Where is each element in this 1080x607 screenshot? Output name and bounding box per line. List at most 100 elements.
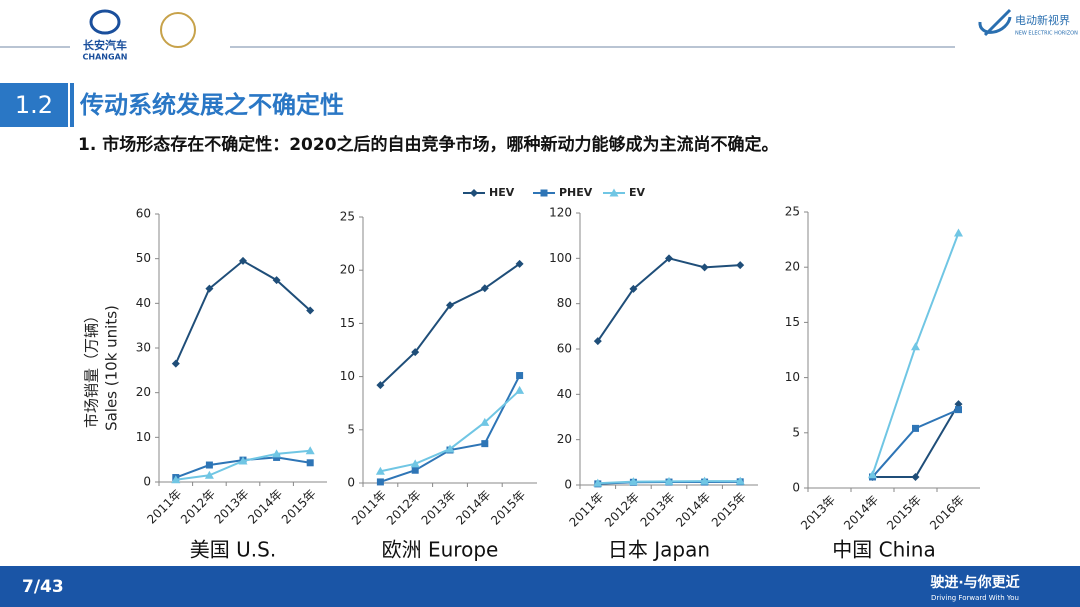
section-bar xyxy=(70,83,74,127)
marker xyxy=(411,348,420,357)
marker xyxy=(736,261,745,270)
marker xyxy=(375,466,385,475)
marker xyxy=(609,188,619,197)
marker xyxy=(516,372,524,380)
media-en: NEW ELECTRIC HORIZON xyxy=(1015,31,1078,37)
y-tick-label: 0 xyxy=(792,481,800,495)
y-tick-label: 80 xyxy=(557,296,572,310)
y-tick-label: 25 xyxy=(340,210,355,224)
media-cn: 电动新视界 xyxy=(1015,13,1070,27)
marker xyxy=(376,478,384,486)
section-box xyxy=(0,83,68,127)
marker xyxy=(735,476,745,485)
y-axis-label: 市场销量（万辆） xyxy=(83,308,101,428)
y-axis-label: Sales (10k units) xyxy=(103,305,121,431)
marker xyxy=(954,400,963,409)
marker xyxy=(664,476,674,485)
legend-label: EV xyxy=(629,186,646,199)
y-tick-label: 20 xyxy=(557,432,572,446)
y-tick-label: 10 xyxy=(340,369,355,383)
y-tick-label: 5 xyxy=(347,422,355,436)
program-logo xyxy=(160,12,196,48)
marker xyxy=(411,466,419,474)
marker xyxy=(272,276,281,285)
marker xyxy=(593,478,603,487)
media-logo xyxy=(978,8,1012,37)
y-tick-label: 20 xyxy=(136,385,151,399)
marker xyxy=(470,189,478,197)
marker xyxy=(955,406,962,414)
marker xyxy=(410,459,420,468)
marker xyxy=(593,337,602,346)
slogan-en: Driving Forward With You xyxy=(931,594,1019,602)
y-tick-label: 60 xyxy=(557,342,572,356)
chart-title: 美国 U.S. xyxy=(190,538,276,562)
y-tick-label: 15 xyxy=(340,316,355,330)
y-tick-label: 5 xyxy=(792,425,800,439)
marker xyxy=(665,254,673,263)
marker xyxy=(205,461,213,469)
y-tick-label: 30 xyxy=(136,341,151,355)
y-tick-label: 25 xyxy=(785,205,800,219)
y-tick-label: 10 xyxy=(136,430,151,444)
marker xyxy=(205,284,214,293)
slogan-cn: 驶进·与你更近 xyxy=(930,574,1019,591)
section-number: 1.2 xyxy=(15,91,53,119)
footer-band xyxy=(0,566,1080,607)
y-tick-label: 10 xyxy=(785,370,800,384)
y-tick-label: 20 xyxy=(785,260,800,274)
marker xyxy=(171,359,180,368)
marker xyxy=(239,256,247,265)
chart-title: 中国 China xyxy=(832,538,936,562)
subheading: 1. 市场形态存在不确定性：2020之后的自由竞争市场，哪种新动力能够成为主流尚… xyxy=(78,134,779,155)
y-tick-label: 20 xyxy=(340,263,355,277)
marker xyxy=(171,475,181,484)
y-tick-label: 15 xyxy=(785,315,800,329)
marker xyxy=(911,342,920,351)
marker xyxy=(272,449,282,458)
y-tick-label: 100 xyxy=(549,251,572,265)
chart-title: 欧洲 Europe xyxy=(382,538,499,562)
y-tick-label: 40 xyxy=(557,387,572,401)
y-tick-label: 60 xyxy=(136,207,151,221)
marker xyxy=(306,306,315,315)
y-tick-label: 40 xyxy=(136,296,151,310)
brand-en: CHANGAN xyxy=(83,53,128,62)
marker xyxy=(628,477,638,486)
y-tick-label: 50 xyxy=(136,251,151,265)
heading: 传动系统发展之不确定性 xyxy=(79,91,344,119)
brand-cn: 长安汽车 xyxy=(83,38,127,52)
marker xyxy=(480,417,490,426)
marker xyxy=(446,301,454,310)
marker xyxy=(481,440,489,448)
marker xyxy=(445,444,455,453)
marker xyxy=(700,263,709,272)
page-number: 7/43 xyxy=(22,577,64,597)
y-tick-label: 0 xyxy=(347,476,355,490)
y-tick-label: 120 xyxy=(549,206,572,220)
legend-label: HEV xyxy=(489,186,515,199)
marker xyxy=(306,459,314,467)
marker xyxy=(204,470,214,479)
marker xyxy=(376,381,385,390)
marker xyxy=(629,284,638,293)
marker xyxy=(868,470,877,479)
chart-title: 日本 Japan xyxy=(608,538,710,562)
marker xyxy=(238,456,248,465)
marker xyxy=(912,424,919,432)
marker xyxy=(480,284,489,293)
legend-label: PHEV xyxy=(559,186,593,199)
brand-logo xyxy=(89,9,121,35)
marker xyxy=(273,453,281,461)
marker xyxy=(911,472,920,481)
marker xyxy=(515,259,524,268)
marker xyxy=(540,189,548,197)
marker xyxy=(954,228,963,237)
marker xyxy=(700,476,710,485)
marker xyxy=(515,385,525,394)
marker xyxy=(305,446,315,455)
y-tick-label: 0 xyxy=(564,478,572,492)
y-tick-label: 0 xyxy=(143,475,151,489)
